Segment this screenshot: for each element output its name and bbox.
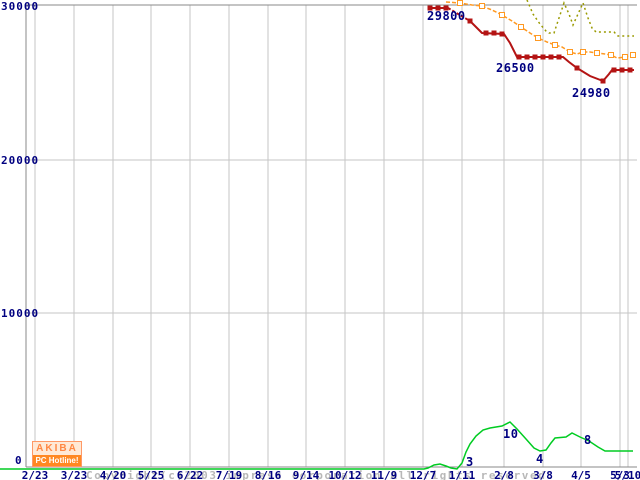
watermark: Copyright(c)2003 impress corporation All…	[86, 441, 555, 480]
series-red-price-marker	[491, 30, 497, 36]
series-red-price-marker	[467, 18, 473, 24]
series-red-price-marker	[600, 78, 606, 84]
series-green-count-line-0	[0, 421, 633, 470]
series-red-price-marker	[548, 54, 554, 60]
series-red-price-marker	[627, 67, 633, 73]
akiba-logo-subtitle: PC Hotline!	[33, 455, 81, 466]
series-red-price-marker	[435, 5, 441, 11]
series-red-price-marker	[427, 5, 433, 11]
series-orange-price-marker	[594, 50, 600, 56]
series-orange-price-marker	[457, 0, 463, 6]
series-orange-price-marker	[608, 52, 614, 58]
akiba-logo-title: AKIBA	[33, 442, 81, 455]
series-orange-price-marker	[567, 49, 573, 55]
series-orange-price-marker	[622, 54, 628, 60]
series-orange-price-marker	[535, 35, 541, 41]
series-orange-price-marker	[479, 3, 485, 9]
series-red-price-marker	[516, 54, 522, 60]
series-red-price-marker	[499, 31, 505, 37]
akiba-pc-hotline-logo: AKIBA PC Hotline!	[32, 441, 82, 467]
watermark-copyright-text: Copyright(c)2003 impress corporation All…	[86, 469, 555, 480]
series-red-price-marker	[532, 54, 538, 60]
series-red-price-line-1	[447, 7, 471, 22]
series-orange-price-line-0	[445, 1, 634, 59]
series-red-price-marker	[524, 54, 530, 60]
series-red-price-marker	[540, 54, 546, 60]
series-red-price-marker	[483, 30, 489, 36]
series-olive-price-line-0	[526, 0, 634, 37]
series-red-price-marker	[611, 67, 617, 73]
series-red-price-marker	[556, 54, 562, 60]
series-orange-price-marker	[580, 49, 586, 55]
series-orange-price-marker	[499, 12, 505, 18]
series-red-price-marker	[443, 5, 449, 11]
series-red-price-line-2	[469, 20, 634, 83]
series-orange-price-marker	[518, 24, 524, 30]
series-orange-price-marker	[630, 52, 636, 58]
series-red-price-marker	[574, 65, 580, 71]
series-red-price-marker	[619, 67, 625, 73]
series-orange-price-marker	[552, 42, 558, 48]
